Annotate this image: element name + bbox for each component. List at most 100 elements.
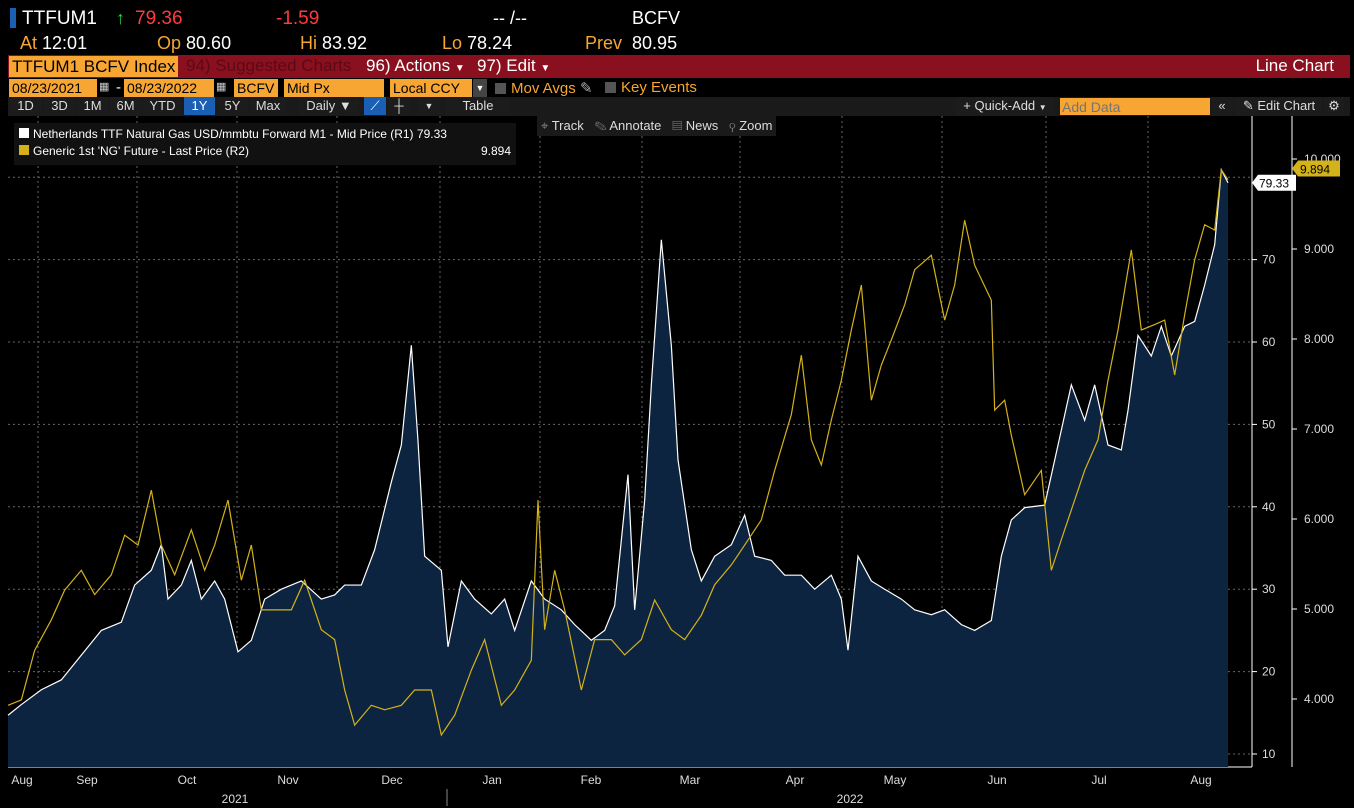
bid-ask: -- /-- [493, 8, 527, 28]
annotate-button[interactable]: ✎ Annotate [595, 118, 662, 133]
quick-add-button[interactable]: + Quick-Add ▼ [956, 97, 1054, 115]
line-chart[interactable]: 10 20 30 40 50 60 70 4.000 5.000 6.000 7.000 8.000 9… [0, 116, 1354, 808]
price-field-select[interactable]: Mid Px [284, 79, 384, 97]
dropdown-icon: ▼ [454, 63, 465, 74]
high-label: Hi [300, 33, 317, 53]
bar-chart-icon[interactable]: ┼ [388, 97, 410, 115]
r1-tick-label: 50 [1262, 417, 1276, 431]
period-3d[interactable]: 3D [44, 97, 75, 115]
track-button[interactable]: ⌖ Track [541, 118, 584, 133]
r2-tick-label: 5.000 [1304, 602, 1334, 616]
legend: Netherlands TTF Natural Gas USD/mmbtu Fo… [14, 123, 516, 165]
chart-type-label: Line Chart [1255, 56, 1334, 75]
table-button[interactable]: Table [446, 97, 510, 115]
checkbox-icon [605, 82, 616, 93]
pricing-source: BCFV [632, 8, 681, 28]
legend-value: 9.894 [480, 144, 511, 158]
r1-tick-label: 60 [1262, 335, 1276, 349]
ttf-area-fill [8, 169, 1228, 767]
low-label: Lo [442, 33, 463, 53]
time-value: 12:01 [42, 33, 88, 53]
r2-tick-label: 4.000 [1304, 692, 1334, 706]
source-select[interactable]: BCFV [234, 79, 278, 97]
collapse-icon[interactable]: « [1212, 97, 1232, 115]
legend-item-ttf[interactable]: Netherlands TTF Natural Gas USD/mmbtu Fo… [19, 126, 511, 143]
prev-field: Prev 80.95 [585, 33, 677, 54]
period-5y[interactable]: 5Y [217, 97, 248, 115]
mov-avgs-checkbox[interactable]: Mov Avgs ✎ [495, 79, 593, 97]
r2-tick-label: 6.000 [1304, 512, 1334, 526]
calendar-icon[interactable]: ▦ [99, 81, 110, 93]
legend-label: Netherlands TTF Natural Gas USD/mmbtu Fo… [33, 127, 414, 141]
key-events-label: Key Events [621, 79, 697, 96]
date-separator: - [116, 79, 121, 96]
at-label: At [20, 33, 38, 53]
x-tick-label: Oct [178, 773, 197, 787]
chart-tools: ⌖ Track ✎ Annotate ▤ News ⚲ Zoom [537, 116, 777, 136]
currency-select[interactable]: Local CCY [390, 79, 472, 97]
edit-button[interactable]: 97) Edit ▼ [477, 56, 550, 76]
x-tick-label: Jul [1091, 773, 1106, 787]
suggested-charts-button[interactable]: 94) Suggested Charts [186, 56, 352, 75]
high-value: 83.92 [322, 33, 368, 53]
line-chart-icon[interactable]: ⟋ [364, 97, 386, 115]
period-1y[interactable]: 1Y [184, 97, 215, 115]
menu-bar [8, 55, 1350, 78]
period-1m[interactable]: 1M [77, 97, 108, 115]
security-button[interactable]: TTFUM1 BCFV Index [9, 56, 179, 77]
quick-add-label: + Quick-Add [963, 98, 1036, 113]
open-value: 80.60 [186, 33, 232, 53]
period-max[interactable]: Max [250, 97, 286, 115]
add-data-input[interactable] [1060, 98, 1210, 115]
pencil-icon[interactable]: ✎ [579, 80, 593, 97]
edit-label: 97) Edit [477, 56, 536, 75]
ng-series-line [7, 168, 1229, 737]
x-tick-label: Aug [11, 773, 32, 787]
frequency-select[interactable]: Daily ▼ [299, 97, 359, 115]
prev-value: 80.95 [632, 33, 678, 53]
end-date-input[interactable]: 08/23/2022 [124, 79, 214, 97]
ttf-last-value-flag [1252, 174, 1296, 191]
period-ytd[interactable]: YTD [143, 97, 182, 115]
news-button[interactable]: ▤ News [672, 118, 718, 133]
x-tick-label: Aug [1190, 773, 1211, 787]
currency-dropdown-icon[interactable]: ▼ [473, 79, 487, 97]
zoom-label: Zoom [739, 118, 773, 133]
actions-label: 96) Actions [366, 56, 451, 75]
calendar-icon[interactable]: ▦ [216, 81, 227, 93]
mov-avgs-label: Mov Avgs [511, 80, 576, 97]
x-tick-label: Mar [680, 773, 701, 787]
period-6m[interactable]: 6M [110, 97, 141, 115]
dropdown-icon: ▼ [540, 63, 551, 74]
up-arrow-icon: ↑ [116, 8, 125, 28]
r1-tick-label: 30 [1262, 582, 1276, 596]
r1-tick-label: 40 [1262, 500, 1276, 514]
ticker: TTFUM1 [22, 8, 97, 29]
gear-icon[interactable]: ⚙ [1324, 97, 1344, 115]
r2-tick-label: 9.000 [1304, 242, 1334, 256]
x-tick-label: Sep [76, 773, 98, 787]
legend-item-ng[interactable]: Generic 1st 'NG' Future - Last Price (R2… [19, 143, 511, 160]
high-field: Hi 83.92 [300, 33, 367, 54]
open-label: Op [157, 33, 182, 53]
track-label: Track [551, 118, 584, 133]
edit-chart-button[interactable]: ✎ Edit Chart [1236, 97, 1322, 115]
ticker-marker [10, 8, 16, 28]
x-tick-label: Jun [987, 773, 1006, 787]
prev-label: Prev [585, 33, 623, 53]
r1-tick-label: 20 [1262, 665, 1276, 679]
r1-tick-label: 70 [1262, 253, 1276, 267]
key-events-checkbox[interactable]: Key Events [605, 79, 697, 96]
ttf-last-value: 79.33 [1259, 177, 1289, 191]
ttf-series-line [7, 167, 1229, 716]
crosshair-icon: ⌖ [541, 118, 549, 133]
pencil-icon: ✎ [1242, 98, 1254, 113]
period-1d[interactable]: 1D [9, 97, 42, 115]
chart-style-dropdown[interactable]: ▼ [418, 97, 440, 115]
start-date-input[interactable]: 08/23/2021 [9, 79, 97, 97]
x-tick-label: Feb [581, 773, 602, 787]
zoom-button[interactable]: ⚲ Zoom [729, 118, 772, 133]
r1-tick-label: 10 [1262, 747, 1276, 761]
year-label: 2022 [837, 792, 864, 806]
actions-button[interactable]: 96) Actions ▼ [366, 56, 465, 76]
